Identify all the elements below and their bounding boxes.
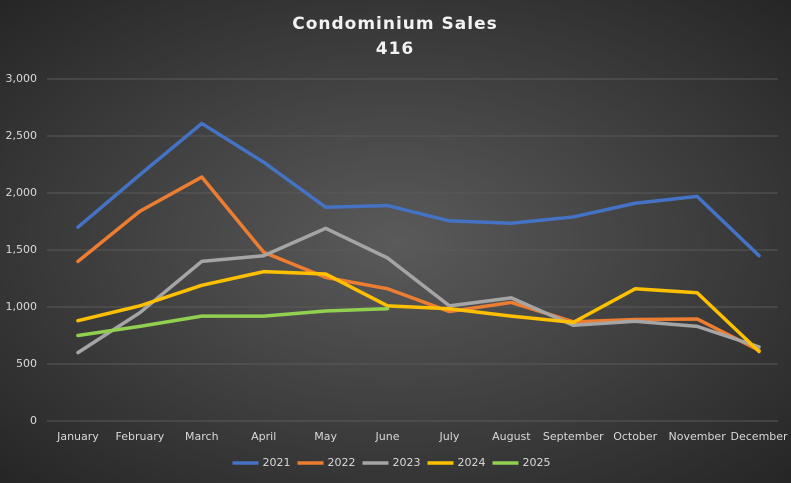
series-line — [76, 121, 761, 258]
x-tick-label: October — [613, 430, 657, 443]
legend-label: 2023 — [393, 456, 421, 469]
y-tick-label: 1,500 — [6, 243, 38, 256]
y-tick-label: 2,500 — [6, 129, 38, 142]
chart-subtitle: 416 — [376, 39, 415, 59]
y-tick-label: 500 — [16, 357, 37, 370]
x-tick-label: November — [669, 430, 727, 443]
series-line — [76, 175, 761, 353]
x-tick-label: January — [56, 430, 99, 443]
chart-title: Condominium Sales — [292, 14, 498, 34]
y-tick-label: 0 — [30, 414, 37, 427]
legend-label: 2021 — [263, 456, 291, 469]
y-tick-label: 3,000 — [6, 72, 38, 85]
x-tick-label: July — [439, 430, 460, 443]
x-tick-label: May — [314, 430, 337, 443]
legend-label: 2022 — [328, 456, 356, 469]
x-tick-label: June — [375, 430, 400, 443]
series-line — [76, 306, 390, 338]
x-tick-label: September — [543, 430, 604, 443]
x-tick-label: August — [492, 430, 531, 443]
y-tick-label: 2,000 — [6, 186, 38, 199]
x-tick-label: April — [251, 430, 276, 443]
x-tick-label: December — [731, 430, 789, 443]
y-tick-label: 1,000 — [6, 300, 38, 313]
series-line — [76, 269, 761, 354]
legend-label: 2024 — [458, 456, 486, 469]
series-line — [76, 226, 761, 355]
x-tick-label: March — [185, 430, 219, 443]
x-tick-label: February — [116, 430, 165, 443]
legend-label: 2025 — [523, 456, 551, 469]
